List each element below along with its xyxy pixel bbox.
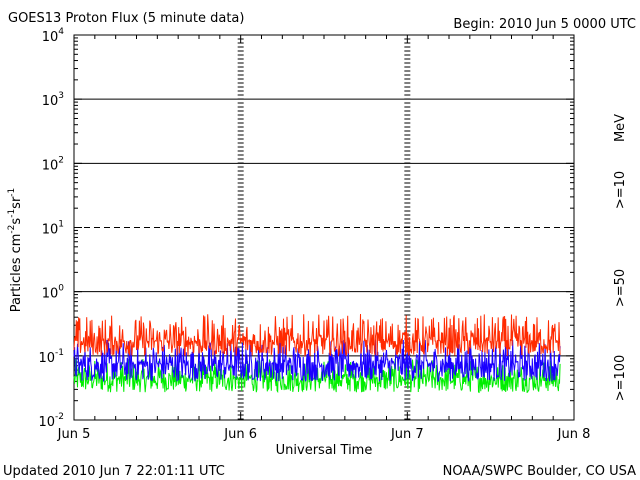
y-tick-label: 104 [42, 27, 65, 45]
y-tick-label: 103 [42, 91, 64, 109]
begin-date: Begin: 2010 Jun 5 0000 UTC [453, 17, 636, 32]
credit-text: NOAA/SWPC Boulder, CO USA [443, 464, 636, 479]
updated-timestamp: Updated 2010 Jun 7 22:01:11 UTC [3, 464, 225, 479]
legend-series-ge100: >=100 [613, 355, 628, 402]
y-tick-label: 101 [42, 220, 64, 238]
x-axis-ticks: Jun 5 Jun 6 Jun 7 Jun 8 [57, 34, 591, 442]
legend-series-ge10: >=10 [613, 171, 628, 209]
x-tick-label: Jun 7 [390, 427, 424, 442]
y-tick-label: 100 [42, 284, 65, 302]
x-tick-label: Jun 5 [57, 427, 91, 442]
y-tick-label: 10-1 [38, 348, 64, 366]
y-tick-label: 102 [42, 155, 64, 173]
chart-title: GOES13 Proton Flux (5 minute data) [8, 11, 244, 26]
legend-unit-mev: MeV [613, 114, 628, 142]
series-line-ge50 [73, 339, 561, 383]
y-axis-label: Particles cm-2s-1sr-1 [7, 188, 24, 313]
grid-lines [74, 98, 574, 357]
series-line-ge10 [73, 313, 561, 358]
x-tick-label: Jun 6 [223, 427, 257, 442]
x-tick-label: Jun 8 [557, 427, 591, 442]
legend-series-ge50: >=50 [613, 269, 628, 307]
x-axis-label: Universal Time [276, 443, 373, 458]
series-lines [73, 313, 561, 394]
y-tick-label: 10-2 [38, 412, 64, 430]
